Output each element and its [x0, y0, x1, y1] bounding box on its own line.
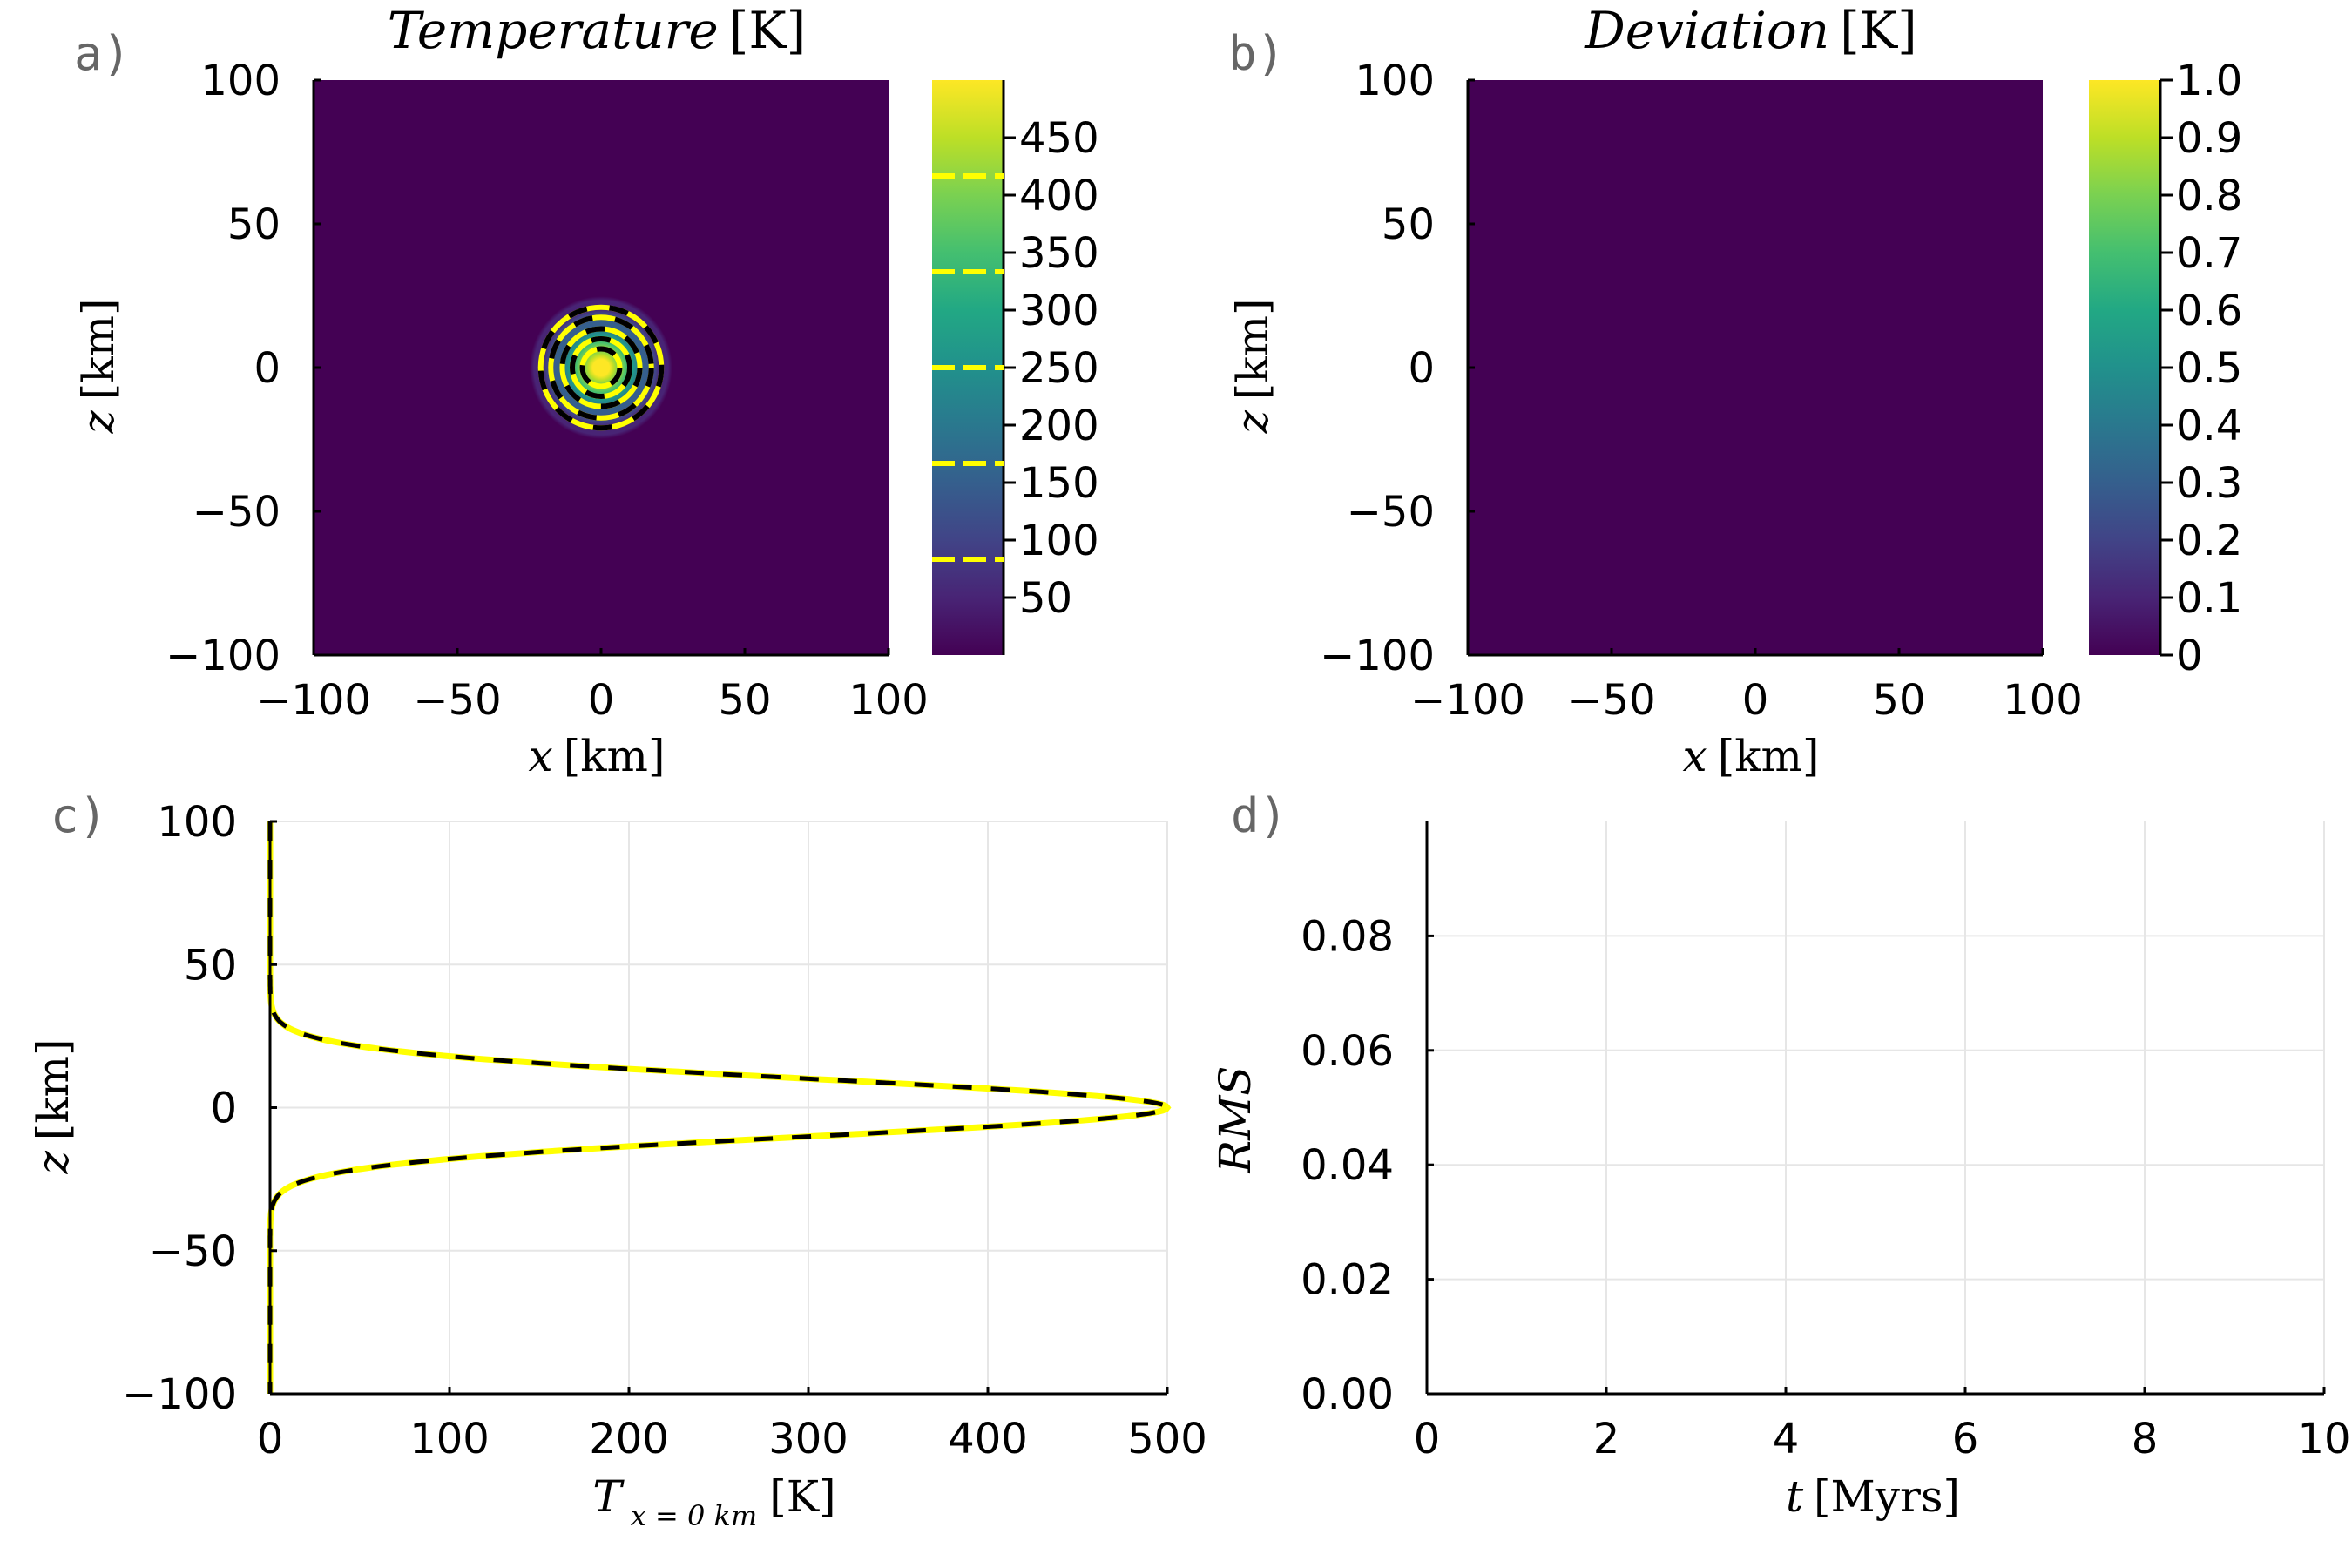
y-tick-label: 0	[253, 344, 280, 393]
colorbar-tick-label: 450	[1019, 114, 1099, 163]
x-tick-label: −100	[1410, 676, 1525, 725]
colorbar-tick-label: 50	[1019, 574, 1072, 623]
x-tick-label: 8	[2132, 1415, 2159, 1463]
x-tick-label: 4	[1773, 1415, 1800, 1463]
x-tick-label: 100	[848, 676, 929, 725]
contour-dash-2	[559, 326, 643, 409]
x-tick-label: 100	[409, 1415, 490, 1463]
colorbar-tick-label: 0	[2176, 632, 2203, 680]
x-tick-label: −50	[1567, 676, 1655, 725]
colorbar-tick-label: 350	[1019, 229, 1099, 278]
panel-a-label: a)	[74, 26, 131, 81]
y-tick-label: 0	[210, 1085, 237, 1133]
y-tick-label: 50	[227, 200, 280, 249]
x-tick-label: 50	[1872, 676, 1925, 725]
x-tick-label: 6	[1952, 1415, 1979, 1463]
y-tick-label: 100	[157, 798, 237, 847]
panel-a-title: Temperature [K]	[388, 1, 807, 60]
contour-dash-0	[579, 346, 623, 389]
panel-b-deviation: b) Deviation [K] x [km] z[km] −100 −50 0 50 10…	[1227, 1, 2242, 781]
colorbar-tick-label: 100	[1019, 517, 1099, 565]
colorbar-tick-label: 250	[1019, 344, 1099, 393]
x-tick-label: −100	[256, 676, 371, 725]
x-tick-label: 0	[1742, 676, 1769, 725]
x-tick-label: 50	[718, 676, 771, 725]
colorbar-tick-label: 0.8	[2176, 172, 2242, 220]
panel-b-ylabel: z[km]	[1227, 298, 1278, 434]
panel-d-ylabel: RMS	[1210, 1065, 1260, 1173]
y-tick-label: 100	[200, 57, 280, 105]
y-tick-label: −50	[149, 1227, 237, 1276]
colorbar-tick-label: 400	[1019, 172, 1099, 220]
x-tick-label: 0	[1414, 1415, 1441, 1463]
y-tick-label: 100	[1355, 57, 1435, 105]
colorbar-tick-label: 0.9	[2176, 114, 2242, 163]
colorbar	[2089, 80, 2160, 655]
y-tick-label: 0.00	[1301, 1370, 1394, 1419]
y-tick-label: 0	[1408, 344, 1435, 393]
x-tick-label: 300	[768, 1415, 848, 1463]
colorbar-tick-label: 0.6	[2176, 287, 2242, 335]
heatmap-hotspot	[500, 267, 702, 469]
panel-d-label: d)	[1231, 788, 1288, 843]
colorbar-tick-label: 0.5	[2176, 344, 2242, 393]
contour-dash-1	[570, 336, 632, 399]
colorbar-tick-label: 0.1	[2176, 574, 2242, 623]
colorbar-tick-label: 200	[1019, 402, 1099, 450]
y-tick-label: 0.02	[1301, 1256, 1394, 1305]
panel-c-label: c)	[51, 788, 107, 843]
y-tick-label: 0.04	[1301, 1141, 1394, 1190]
colorbar-tick-label: 0.2	[2176, 517, 2242, 565]
y-tick-label: 50	[184, 941, 237, 990]
x-tick-label: 500	[1127, 1415, 1207, 1463]
panel-a-xlabel: x [km]	[529, 731, 666, 781]
contour-dash-4	[537, 304, 665, 431]
panel-d-xlabel: t [Myrs]	[1786, 1471, 1960, 1522]
panel-b-xlabel: x [km]	[1683, 731, 1820, 781]
panel-b-label: b)	[1228, 26, 1285, 81]
y-tick-label: 0.06	[1301, 1027, 1394, 1076]
panel-a-temperature: a) Temperature [K] x [km] z[km] −100 −50 0 50…	[73, 1, 1099, 781]
panel-d-rms: d) t [Myrs] RMS 0 2 4 6 8 10 0.00 0.02 0.04 0.06 0.…	[1210, 788, 2351, 1522]
x-tick-label: 0	[588, 676, 615, 725]
y-tick-label: −100	[166, 632, 280, 680]
panel-c-ylabel: z[km]	[28, 1038, 78, 1174]
heatmap-field	[1468, 80, 2043, 655]
colorbar-tick-label: 0.3	[2176, 459, 2242, 508]
x-tick-label: 100	[2003, 676, 2083, 725]
x-tick-label: −50	[413, 676, 501, 725]
colorbar-tick-label: 150	[1019, 459, 1099, 508]
x-tick-label: 0	[257, 1415, 284, 1463]
colorbar-tick-label: 0.7	[2176, 229, 2242, 278]
contour-dash-3	[548, 314, 654, 421]
colorbar-tick-label: 0.4	[2176, 402, 2242, 450]
x-tick-label: 400	[948, 1415, 1028, 1463]
y-tick-label: −50	[193, 488, 280, 537]
y-tick-label: −100	[1320, 632, 1435, 680]
x-tick-label: 2	[1593, 1415, 1620, 1463]
y-tick-label: 0.08	[1301, 912, 1394, 961]
panel-b-title: Deviation [K]	[1584, 1, 1916, 60]
x-tick-label: 10	[2297, 1415, 2350, 1463]
y-tick-label: 50	[1382, 200, 1435, 249]
colorbar-tick-label: 300	[1019, 287, 1099, 335]
panel-a-ylabel: z[km]	[73, 298, 124, 434]
y-tick-label: −100	[122, 1370, 237, 1419]
colorbar-tick-label: 1.0	[2176, 57, 2242, 105]
y-tick-label: −50	[1347, 488, 1435, 537]
x-tick-label: 200	[589, 1415, 669, 1463]
